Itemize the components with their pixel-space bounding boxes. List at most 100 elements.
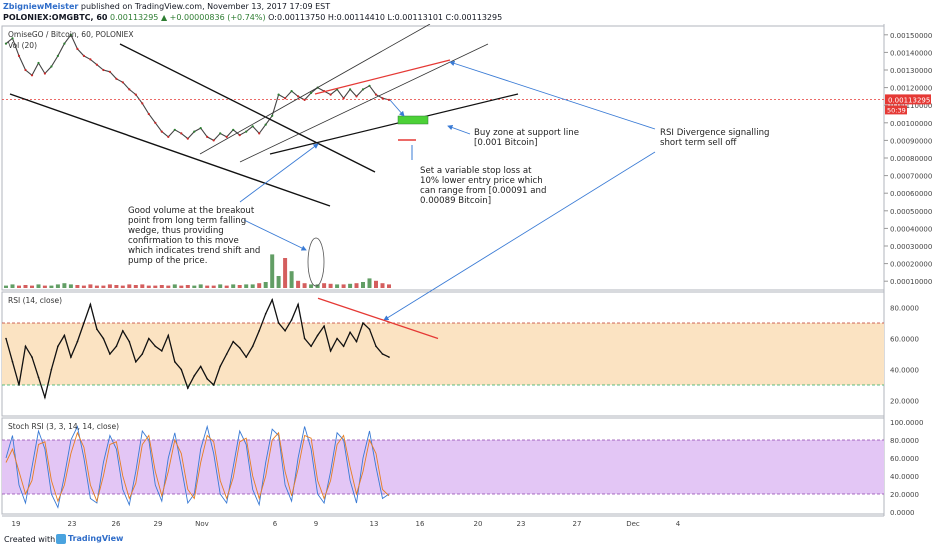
rsi-point [63,334,66,337]
footer: Created with TradingView [0,530,932,550]
price-point [264,123,267,126]
volume-bar [192,285,197,288]
price-point [199,127,202,130]
rsi-point [31,356,33,358]
volume-highlight-ellipse[interactable] [307,237,325,287]
price-point [284,97,287,100]
rsi-point [336,337,338,340]
buy-entry-arrow[interactable] [389,99,405,117]
volume-bar [88,284,93,288]
price-point [154,121,157,124]
rsi-point [135,361,137,363]
falling-wedge-lower-line[interactable] [9,93,331,207]
volume-bar [172,284,177,288]
rsi-point [310,345,312,348]
stoch-tick-label: 0.0000 [890,509,915,517]
time-tick-label: 9 [314,520,318,528]
volume-bar [17,285,21,288]
volume-bar [42,285,47,288]
support-line[interactable] [269,93,519,155]
price-point [290,90,293,93]
price-point [342,97,345,100]
rsi-point [128,340,131,343]
divergence-price-arrow[interactable] [449,60,656,130]
price-point [147,112,150,116]
rsi-point [18,384,20,386]
price-tick-label: 0.00060000 [890,190,932,198]
volume-bar [380,283,385,288]
chart-canvas[interactable]: 0.00150000 0.00140000 0.00130000 0.00120000… [0,24,932,528]
rsi-point [115,345,118,348]
rsi-point [290,319,293,321]
price-point [212,139,215,142]
volume-bar [263,282,268,288]
volume-label: Vol (20) [8,41,38,50]
volume-bar [68,284,73,288]
price-point [82,54,85,57]
volume-bar [296,280,301,288]
rsi-tick-label: 20.0000 [890,398,919,406]
rsi-point [277,322,280,324]
volume-bar [62,283,67,288]
time-tick-label: 23 [68,520,77,528]
volume-bar [114,285,119,288]
time-tick-label: 26 [112,520,121,528]
rsi-point [297,303,299,306]
author-link[interactable]: ZbigniewMeister [3,2,79,11]
rsi-point [303,337,306,340]
volume-bar [159,285,164,288]
buy-zone-arrow[interactable] [447,125,471,135]
chart-frame[interactable]: 0.00150000 0.00140000 0.00130000 0.00120000… [0,24,932,528]
divergence-rsi-arrow[interactable] [383,151,656,321]
rsi-pane-title: RSI (14, close) [8,296,63,305]
price-point [4,42,8,45]
channel-lower-line[interactable] [239,43,489,163]
buy-zone-box[interactable] [397,115,429,125]
volume-bar [36,284,41,288]
rsi-point [11,361,14,363]
rsi-point [141,353,144,355]
volume-bar [120,285,125,288]
price-point [141,102,144,105]
time-tag-badge [885,105,907,115]
price-point [232,128,235,131]
rsi-series-line [5,297,390,400]
volume-bar [250,284,255,288]
volume-bar [387,284,391,288]
stoch-series-line-d [5,431,390,503]
tradingview-brand-link[interactable]: TradingView [68,534,124,543]
volume-bar [354,283,359,288]
volume-bar [276,276,281,288]
volume-note-arrow-1[interactable] [243,219,307,251]
price-point [11,37,14,40]
volume-bar [75,285,80,288]
price-tick-label: 0.00080000 [890,155,932,163]
buy-zone-annotation: Buy zone at support line [0.001 Bitcoin] [474,128,579,148]
rsi-point [57,345,59,348]
rsi-point [245,356,247,358]
price-point [17,54,21,57]
price-point [193,130,196,133]
time-tick-label: 27 [573,520,582,528]
price-divergence-line[interactable] [314,59,451,95]
rsi-point [271,299,274,301]
stoch-tick-label: 40.0000 [890,473,919,481]
rsi-divergence-line[interactable] [317,297,439,340]
volume-note-arrow-2[interactable] [239,143,319,203]
price-point [374,93,378,96]
volume-bar [49,285,54,288]
stop-loss-annotation: Set a variable stop loss at 10% lower en… [420,166,547,206]
price-point [43,72,47,75]
price-tick-label: 0.00110000 [890,102,932,110]
volume-bar [374,280,378,288]
time-tick-label: 6 [273,520,278,528]
rsi-point [83,322,85,324]
rsi-point [251,345,254,348]
rsi-divergence-annotation: RSI Divergence signalling short term sel… [660,128,770,148]
rsi-point [388,356,390,358]
falling-wedge-upper-line[interactable] [119,43,376,173]
volume-bar [328,283,333,288]
rsi-point [258,330,261,332]
channel-upper-line[interactable] [199,24,431,155]
volume-bar [198,284,203,288]
